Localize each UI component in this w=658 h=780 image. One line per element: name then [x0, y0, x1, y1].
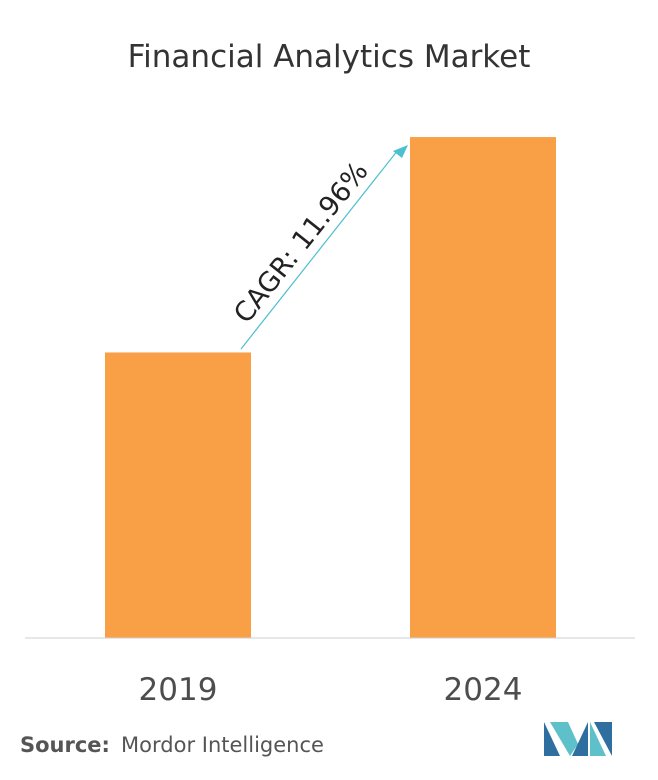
bar-2019 [105, 352, 251, 638]
source-label: Source: [20, 733, 110, 757]
cagr-arrow-line [240, 149, 399, 350]
x-tick-labels: 2019 2024 [139, 672, 523, 708]
cagr-annotation: CAGR: 11.96% [228, 145, 408, 350]
mordor-intelligence-logo-icon [544, 722, 612, 756]
x-tick-label-2019: 2019 [139, 672, 218, 708]
chart-title: Financial Analytics Market [128, 39, 531, 75]
cagr-label: CAGR: 11.96% [228, 156, 374, 329]
bars-group [105, 137, 556, 639]
bar-2024 [410, 137, 556, 639]
source-line: Source: Mordor Intelligence [20, 733, 324, 757]
x-tick-label-2024: 2024 [444, 672, 523, 708]
cagr-arrow-head-icon [393, 145, 408, 158]
source-text: Mordor Intelligence [121, 733, 324, 757]
